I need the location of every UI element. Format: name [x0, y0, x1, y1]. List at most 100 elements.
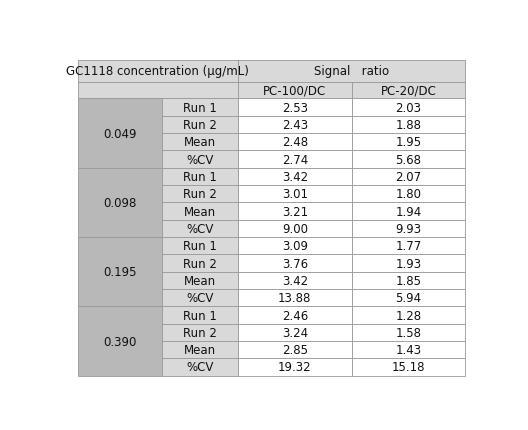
Text: 3.76: 3.76 — [282, 257, 308, 270]
Bar — [238, 186, 352, 203]
Text: %CV: %CV — [186, 153, 214, 166]
Text: 1.28: 1.28 — [395, 309, 421, 322]
Text: 0.098: 0.098 — [103, 197, 137, 209]
Text: 3.42: 3.42 — [282, 274, 308, 287]
Text: %CV: %CV — [186, 361, 214, 374]
Bar — [352, 99, 465, 117]
Bar — [238, 117, 352, 134]
Bar — [352, 341, 465, 359]
Text: 2.53: 2.53 — [282, 101, 308, 114]
Bar — [238, 289, 352, 307]
Text: Run 1: Run 1 — [183, 309, 217, 322]
Bar — [78, 99, 162, 169]
Bar — [238, 220, 352, 237]
Bar — [162, 341, 238, 359]
Bar — [238, 341, 352, 359]
Text: Run 2: Run 2 — [183, 257, 217, 270]
Bar — [352, 134, 465, 151]
Text: 2.48: 2.48 — [282, 136, 308, 149]
Bar — [162, 324, 238, 341]
Text: 15.18: 15.18 — [392, 361, 425, 374]
Bar — [162, 255, 238, 272]
Bar — [352, 237, 465, 255]
Text: 5.94: 5.94 — [395, 292, 421, 304]
Text: GC1118 concentration (μg/mL): GC1118 concentration (μg/mL) — [67, 65, 249, 78]
Text: Run 1: Run 1 — [183, 171, 217, 184]
Bar — [352, 117, 465, 134]
Bar — [238, 169, 352, 186]
Bar — [78, 61, 238, 82]
Bar — [352, 169, 465, 186]
Bar — [238, 134, 352, 151]
Text: 3.09: 3.09 — [282, 240, 308, 253]
Text: 2.74: 2.74 — [282, 153, 308, 166]
Bar — [238, 151, 352, 169]
Bar — [352, 324, 465, 341]
Bar — [352, 307, 465, 324]
Text: 0.195: 0.195 — [103, 266, 137, 279]
Bar — [352, 220, 465, 237]
Text: Mean: Mean — [184, 136, 216, 149]
Bar — [352, 203, 465, 220]
Bar — [78, 169, 162, 237]
Bar — [162, 220, 238, 237]
Text: Mean: Mean — [184, 344, 216, 356]
Bar — [352, 151, 465, 169]
Text: Run 2: Run 2 — [183, 188, 217, 201]
Text: Run 1: Run 1 — [183, 240, 217, 253]
Text: PC-100/DC: PC-100/DC — [263, 84, 326, 97]
Bar — [162, 203, 238, 220]
Text: %CV: %CV — [186, 292, 214, 304]
Bar — [352, 82, 465, 99]
Text: 1.94: 1.94 — [395, 205, 421, 218]
Bar — [162, 169, 238, 186]
Bar — [352, 255, 465, 272]
Bar — [238, 272, 352, 289]
Text: Mean: Mean — [184, 205, 216, 218]
Bar — [78, 307, 162, 376]
Text: Mean: Mean — [184, 274, 216, 287]
Text: 1.93: 1.93 — [395, 257, 421, 270]
Text: Run 1: Run 1 — [183, 101, 217, 114]
Bar — [238, 324, 352, 341]
Bar — [162, 151, 238, 169]
Text: 1.43: 1.43 — [395, 344, 421, 356]
Text: 1.85: 1.85 — [395, 274, 421, 287]
Text: 2.43: 2.43 — [282, 119, 308, 132]
Text: 2.46: 2.46 — [282, 309, 308, 322]
Text: 0.390: 0.390 — [103, 335, 137, 348]
Bar — [238, 203, 352, 220]
Bar — [78, 237, 162, 307]
Bar — [238, 255, 352, 272]
Text: 3.24: 3.24 — [282, 326, 308, 339]
Bar — [162, 117, 238, 134]
Text: 3.21: 3.21 — [282, 205, 308, 218]
Bar — [238, 82, 352, 99]
Text: 3.01: 3.01 — [282, 188, 308, 201]
Bar — [162, 99, 238, 117]
Bar — [238, 359, 352, 376]
Text: 19.32: 19.32 — [278, 361, 312, 374]
Text: 1.88: 1.88 — [395, 119, 421, 132]
Bar — [238, 99, 352, 117]
Text: 1.77: 1.77 — [395, 240, 421, 253]
Text: 2.07: 2.07 — [395, 171, 421, 184]
Text: %CV: %CV — [186, 222, 214, 235]
Bar — [162, 272, 238, 289]
Text: 5.68: 5.68 — [395, 153, 421, 166]
Bar — [162, 289, 238, 307]
Bar — [162, 307, 238, 324]
Bar — [352, 186, 465, 203]
Text: 0.049: 0.049 — [103, 127, 137, 140]
Bar — [162, 359, 238, 376]
Bar — [162, 134, 238, 151]
Bar — [238, 61, 465, 82]
Bar — [238, 307, 352, 324]
Text: 3.42: 3.42 — [282, 171, 308, 184]
Text: 1.95: 1.95 — [395, 136, 421, 149]
Text: 9.00: 9.00 — [282, 222, 308, 235]
Text: 9.93: 9.93 — [395, 222, 421, 235]
Bar — [238, 237, 352, 255]
Text: Run 2: Run 2 — [183, 326, 217, 339]
Text: Signal   ratio: Signal ratio — [314, 65, 389, 78]
